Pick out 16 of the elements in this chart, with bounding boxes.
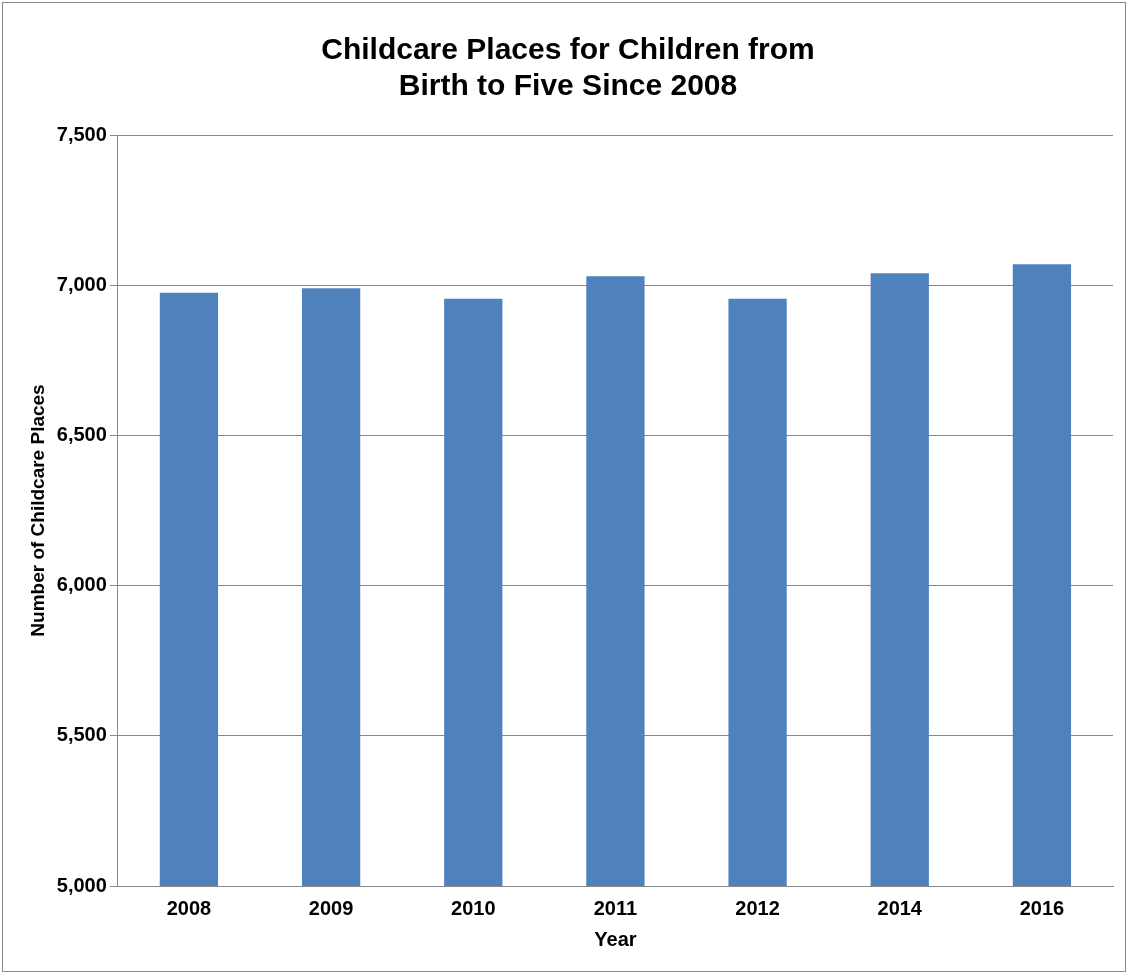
- x-axis-title: Year: [594, 927, 637, 950]
- chart-title: Childcare Places for Children from Birth to Five Since 2008: [321, 32, 815, 102]
- x-tick-label: 2016: [1019, 896, 1065, 919]
- y-tick-label: 6,500: [56, 422, 107, 445]
- x-tick-label: 2012: [735, 896, 780, 919]
- x-tick-label: 2008: [166, 896, 212, 919]
- y-tick-label: 6,000: [56, 573, 107, 596]
- y-tick-label: 5,000: [56, 873, 107, 896]
- x-tick-label: 2014: [877, 896, 923, 919]
- x-tick-label: 2011: [593, 896, 638, 919]
- y-tick-label: 7,500: [56, 122, 107, 145]
- y-tick-label: 5,500: [56, 723, 107, 746]
- x-tick-label: 2010: [451, 896, 496, 919]
- y-axis-title: Number of Childcare Places: [26, 384, 48, 637]
- x-tick-label: 2009: [308, 896, 354, 919]
- y-tick-label: 7,000: [56, 272, 107, 295]
